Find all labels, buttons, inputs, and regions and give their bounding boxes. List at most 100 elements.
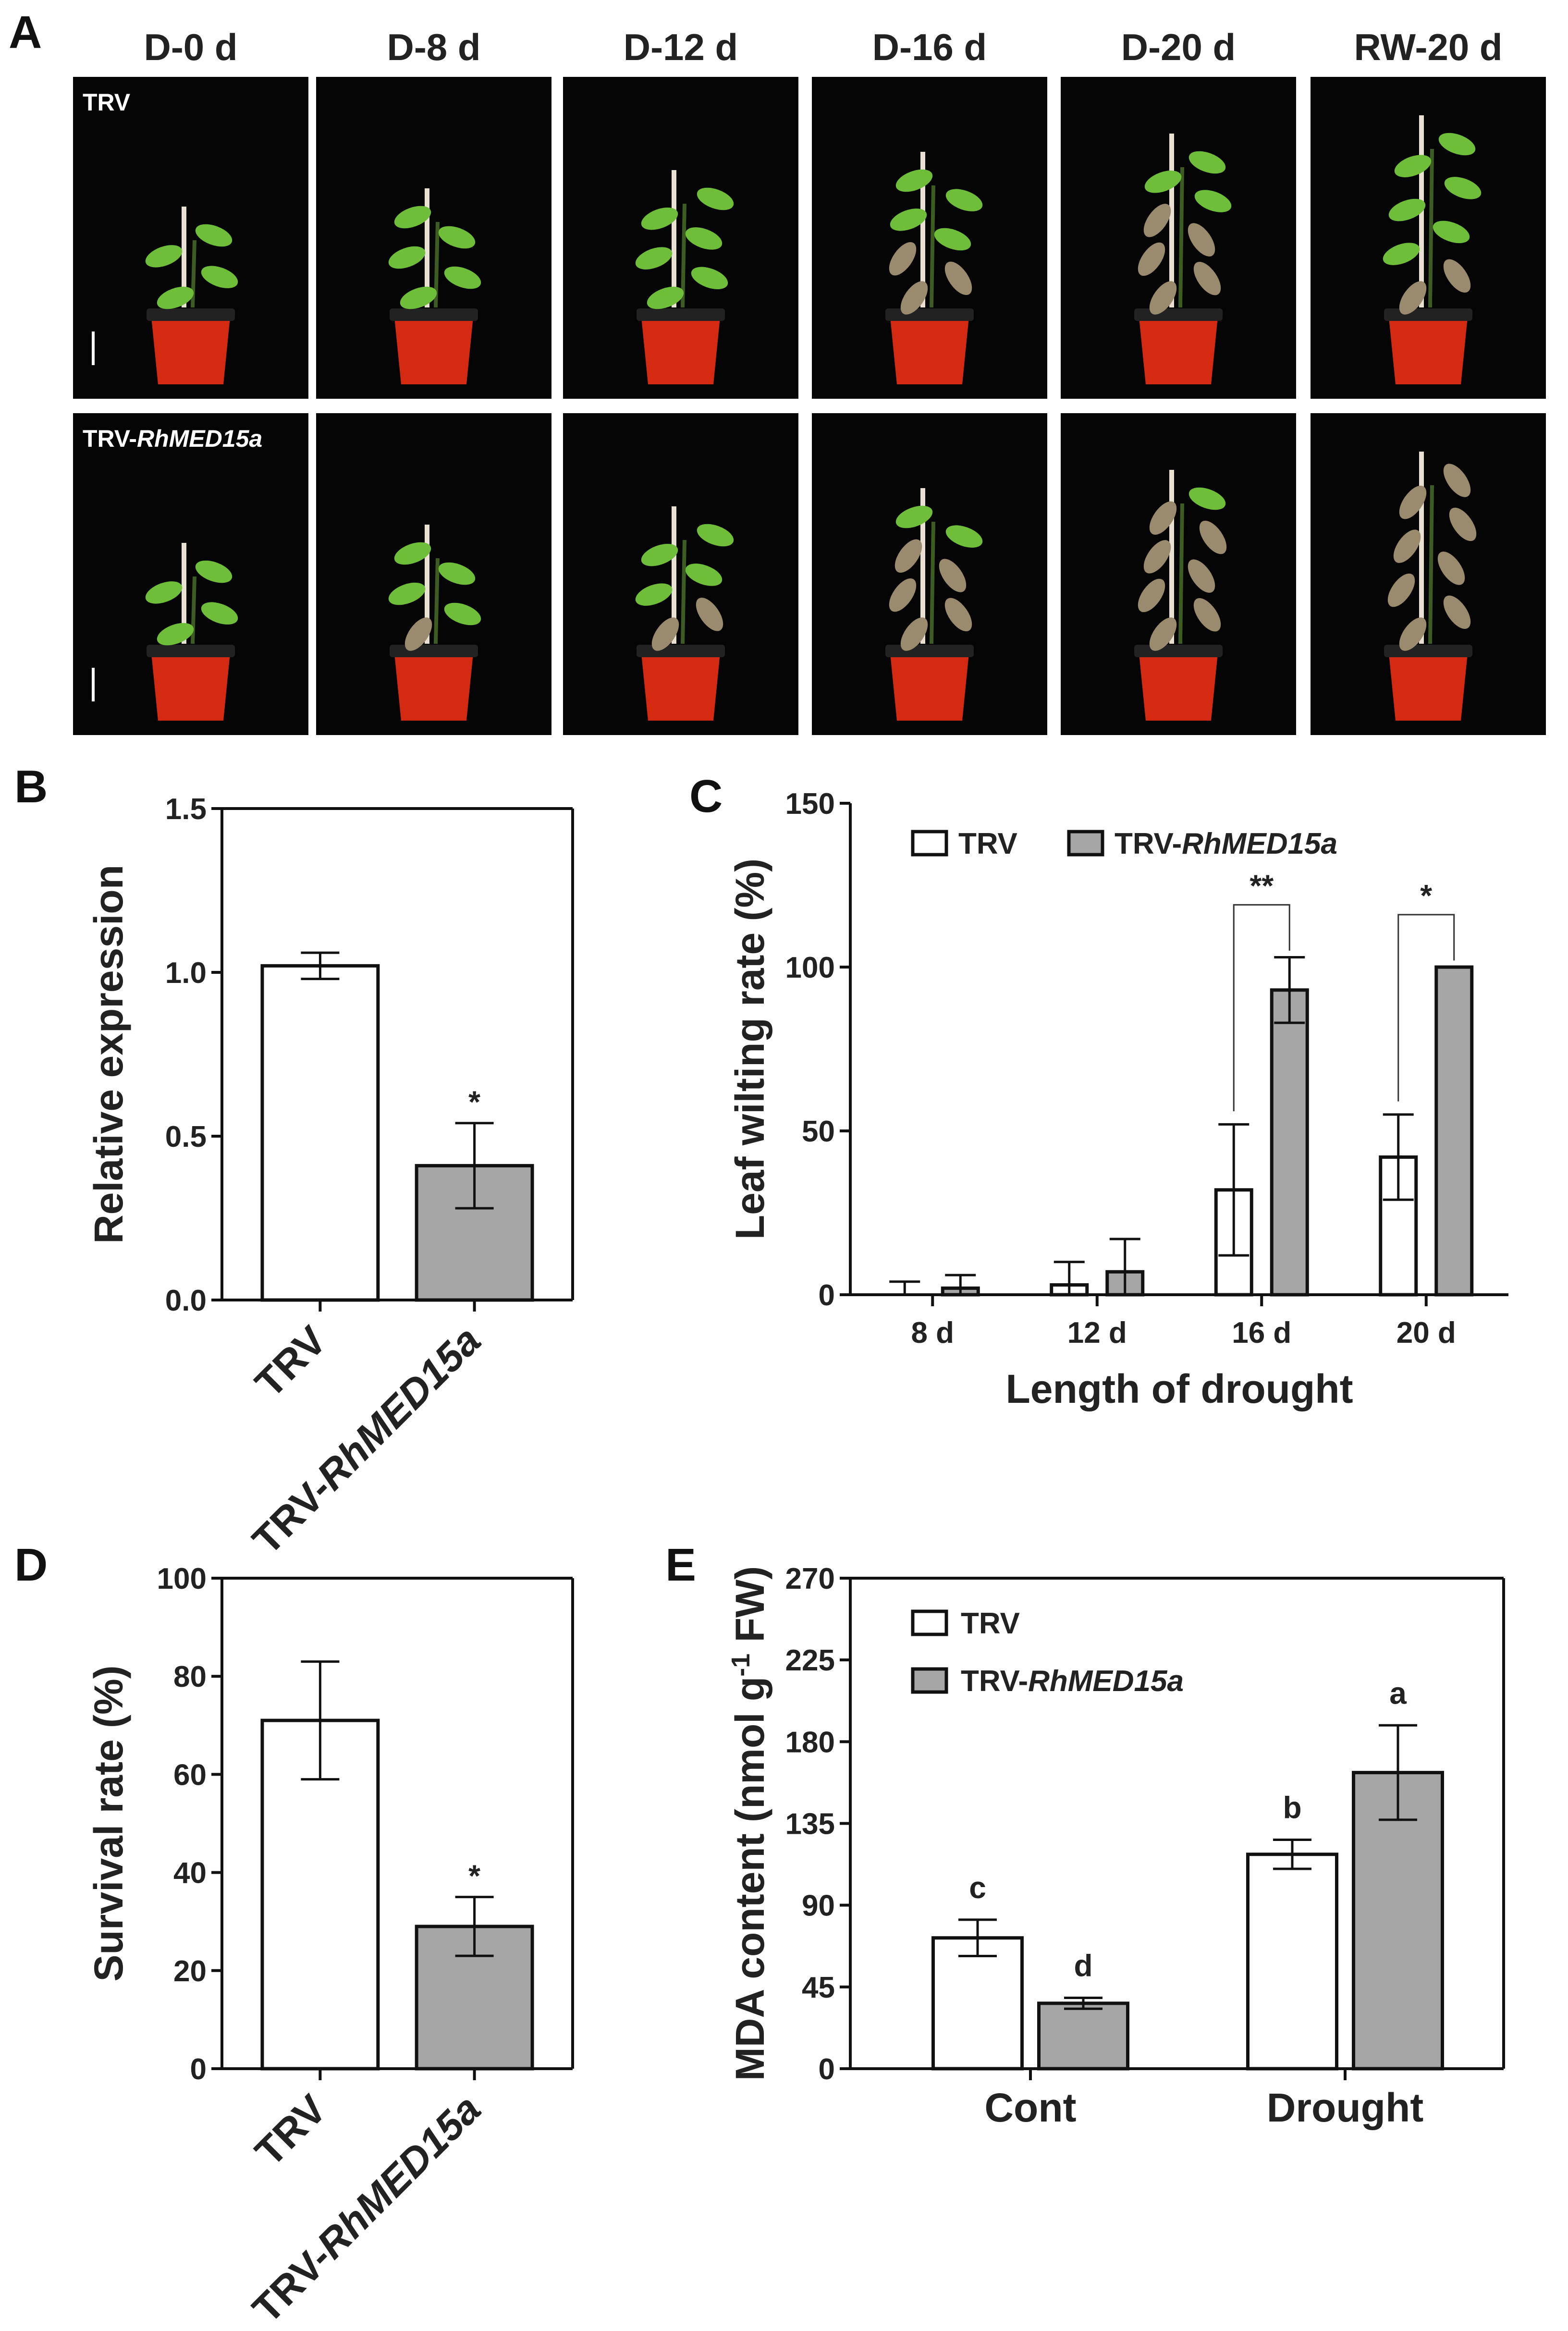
leaf bbox=[1188, 223, 1215, 257]
leaf bbox=[388, 246, 426, 269]
leaf bbox=[201, 266, 238, 288]
chart-e-mda-content: 0 45 90 135 180 225 270 Cont c d Drought b a TRV TRV-R… bbox=[726, 1562, 1505, 2130]
leaf bbox=[894, 539, 922, 573]
pot-rim bbox=[1134, 645, 1223, 657]
y-tick-label: 80 bbox=[173, 1660, 207, 1693]
y-tick-label: 45 bbox=[802, 1971, 835, 2004]
column-title: D-8 d bbox=[387, 26, 481, 68]
pot-rim bbox=[147, 308, 235, 321]
leaf bbox=[1449, 507, 1477, 541]
significance-letter: a bbox=[1389, 1676, 1407, 1710]
significance-letter: b bbox=[1283, 1791, 1301, 1825]
leaf bbox=[641, 543, 678, 566]
y-tick-label: 100 bbox=[157, 1562, 207, 1595]
pot bbox=[151, 317, 230, 384]
plant-photo bbox=[563, 413, 798, 735]
legend-swatch bbox=[911, 1609, 948, 1636]
pot bbox=[1139, 653, 1218, 721]
bar bbox=[1379, 1155, 1418, 1297]
leaf bbox=[1138, 578, 1165, 613]
legend-label: TRV bbox=[958, 827, 1017, 860]
plant-photo bbox=[1061, 413, 1296, 735]
row-label: TRV bbox=[83, 89, 131, 116]
leaf bbox=[944, 598, 972, 632]
significance-mark: * bbox=[468, 1859, 480, 1893]
leaf bbox=[1144, 171, 1182, 193]
stem bbox=[191, 240, 196, 308]
panel-a: A D-0 d D-8 d D-12 d D-16 d D-20 d RW-20 d TR… bbox=[9, 7, 1546, 735]
y-tick-label: 90 bbox=[802, 1889, 835, 1923]
y-tick-label: 60 bbox=[173, 1758, 207, 1791]
pot bbox=[1389, 317, 1468, 384]
leaf bbox=[1399, 281, 1427, 315]
leaf bbox=[400, 286, 437, 309]
pot-rim bbox=[1384, 645, 1472, 657]
leaf bbox=[1143, 204, 1171, 237]
pot bbox=[151, 653, 230, 721]
y-tick-label: 40 bbox=[173, 1857, 207, 1890]
leaf bbox=[1438, 133, 1476, 156]
pot-rim bbox=[885, 645, 974, 657]
leaf bbox=[201, 602, 238, 625]
leaf bbox=[1149, 281, 1177, 315]
y-tick-label: 1.5 bbox=[165, 793, 207, 826]
stem bbox=[1178, 503, 1184, 644]
pot bbox=[890, 317, 969, 384]
panel-label-a: A bbox=[9, 7, 42, 58]
stem bbox=[681, 540, 686, 644]
pot bbox=[394, 653, 473, 721]
leaf bbox=[651, 617, 679, 651]
leaf bbox=[939, 559, 967, 592]
y-tick-label: 180 bbox=[785, 1726, 835, 1759]
plant-photo bbox=[1311, 77, 1546, 399]
panel-label-b: B bbox=[14, 761, 48, 812]
legend-label: TRV-RhMED15a bbox=[961, 1665, 1184, 1698]
leaf bbox=[444, 602, 481, 626]
plant-photo: TRV bbox=[73, 77, 308, 399]
leaf bbox=[1394, 155, 1432, 177]
y-tick-label: 20 bbox=[173, 1955, 207, 1988]
leaf bbox=[697, 524, 734, 547]
y-tick-label: 1.0 bbox=[165, 957, 207, 990]
leaf bbox=[900, 617, 928, 651]
legend-swatch bbox=[911, 1667, 948, 1694]
y-axis-title: Relative expression bbox=[86, 865, 131, 1244]
plant-photo bbox=[316, 77, 551, 399]
pot-rim bbox=[390, 308, 478, 321]
leaf bbox=[1399, 617, 1427, 651]
panel-label-c: C bbox=[689, 771, 723, 822]
y-tick-label: 270 bbox=[785, 1562, 835, 1595]
leaf bbox=[157, 286, 194, 309]
y-axis-title: Leaf wilting rate (%) bbox=[727, 859, 772, 1239]
legend-swatch bbox=[1067, 830, 1104, 857]
leaf bbox=[1188, 559, 1215, 593]
leaf bbox=[1443, 464, 1471, 497]
significance-bracket bbox=[1233, 904, 1290, 1112]
leaf bbox=[944, 261, 972, 295]
leaf bbox=[1193, 598, 1221, 632]
pot bbox=[641, 317, 720, 384]
y-tick-label: 150 bbox=[785, 787, 835, 821]
leaf bbox=[1188, 487, 1226, 510]
x-category-label: 20 d bbox=[1396, 1316, 1456, 1350]
leaf bbox=[895, 505, 933, 528]
bar bbox=[1270, 988, 1309, 1297]
x-category-label: TRV bbox=[246, 1317, 335, 1406]
y-tick-label: 0 bbox=[819, 1279, 835, 1312]
pot-rim bbox=[637, 308, 725, 321]
leaf bbox=[1194, 190, 1232, 212]
leaf bbox=[1388, 198, 1426, 221]
leaf bbox=[195, 560, 233, 583]
y-tick-label: 0.5 bbox=[165, 1120, 207, 1153]
significance-mark: ** bbox=[1250, 868, 1274, 903]
significance-mark: * bbox=[468, 1085, 480, 1119]
leaf bbox=[889, 242, 917, 276]
leaf bbox=[394, 206, 431, 229]
leaf bbox=[647, 286, 684, 309]
pot bbox=[641, 653, 720, 721]
y-tick-label: 0 bbox=[819, 2053, 835, 2086]
row-label: TRV-RhMED15a bbox=[83, 425, 262, 452]
leaf bbox=[1149, 501, 1177, 535]
